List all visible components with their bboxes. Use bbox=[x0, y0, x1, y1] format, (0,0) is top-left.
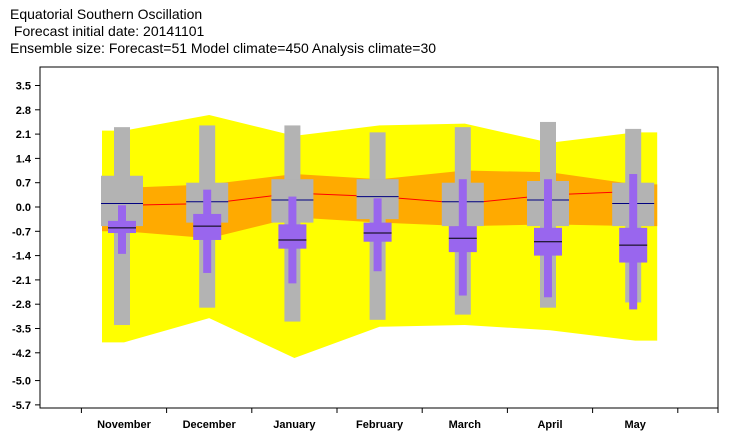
forecast-box-january bbox=[278, 224, 307, 249]
x-category-label-march: March bbox=[449, 419, 482, 431]
plot-border bbox=[39, 66, 719, 409]
y-tick-label: -5.0 bbox=[12, 376, 31, 388]
forecast-box-february bbox=[363, 222, 392, 242]
forecast-box-december bbox=[193, 213, 222, 240]
y-tick-label: 2.1 bbox=[16, 129, 31, 141]
y-tick-label: -2.1 bbox=[12, 275, 31, 287]
y-tick-label: -0.7 bbox=[12, 226, 31, 238]
forecast-box-march bbox=[448, 226, 477, 253]
forecast-date-line: Forecast initial date: 20141101 bbox=[10, 23, 205, 39]
x-category-label-april: April bbox=[537, 419, 562, 431]
x-category-label-january: January bbox=[273, 419, 316, 431]
chart-title: Equatorial Southern Oscillation bbox=[10, 6, 203, 22]
title-block: Equatorial Southern Oscillation Forecast… bbox=[10, 6, 436, 57]
y-tick-label: -4.2 bbox=[12, 348, 31, 360]
y-tick-label: -3.5 bbox=[12, 324, 31, 336]
y-tick-label: 2.8 bbox=[16, 105, 31, 117]
x-category-label-december: December bbox=[183, 419, 237, 431]
y-tick-label: 0.7 bbox=[16, 178, 31, 190]
y-tick-label: -5.7 bbox=[12, 400, 31, 412]
forecast-box-november bbox=[108, 220, 136, 234]
x-category-label-february: February bbox=[356, 419, 404, 431]
y-tick-label: 3.5 bbox=[16, 81, 31, 93]
y-tick-label: -1.4 bbox=[12, 251, 32, 263]
y-tick-label: -2.8 bbox=[12, 299, 31, 311]
y-tick-label: 1.4 bbox=[16, 153, 32, 165]
x-category-label-november: November bbox=[97, 419, 152, 431]
x-category-label-may: May bbox=[624, 419, 646, 431]
ensemble-size-line: Ensemble size: Forecast=51 Model climate… bbox=[10, 40, 437, 56]
y-tick-label: 0.0 bbox=[16, 202, 31, 214]
